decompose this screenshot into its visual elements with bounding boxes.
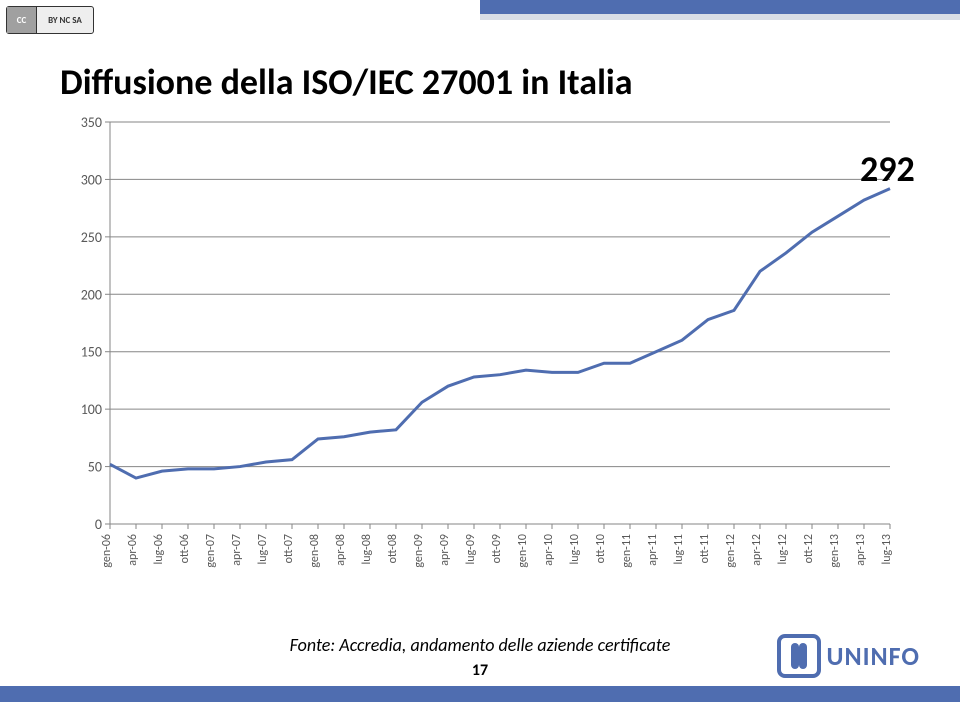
chart-container: 0 50 100 150 200 250 300 350 gen-06 apr-06 lug-06 o…	[60, 114, 900, 594]
line-chart: 0 50 100 150 200 250 300 350 gen-06 apr-06 lug-06 o…	[60, 114, 900, 594]
x-tick-label: gen-12	[724, 534, 738, 568]
x-tick-label: lug-06	[152, 534, 166, 565]
x-tick-label: ott-12	[802, 534, 816, 563]
uninfo-logo: UNINFO	[777, 634, 920, 678]
x-tick-label: ott-10	[594, 534, 608, 563]
y-tick-label: 100	[81, 401, 102, 418]
cc-license-badge: CC BY NC SA	[6, 6, 94, 34]
x-tick-label: ott-08	[386, 534, 400, 563]
x-tick-label: ott-09	[490, 534, 504, 563]
x-tick-label: apr-12	[750, 534, 764, 566]
x-tick-label: gen-13	[828, 534, 842, 568]
page: CC BY NC SA Diffusione della ISO/IEC 270…	[0, 0, 960, 702]
x-tick-label: lug-10	[568, 534, 582, 565]
y-tick-label: 0	[95, 516, 102, 533]
header-accent-bar	[480, 0, 960, 14]
x-tick-label: gen-09	[412, 534, 426, 568]
x-tick-label: gen-06	[100, 534, 114, 568]
uninfo-logo-icon	[777, 634, 821, 678]
y-tick-label: 300	[81, 171, 102, 188]
cc-icon: CC	[7, 7, 37, 33]
x-tick-label: lug-07	[256, 534, 270, 565]
cc-terms: BY NC SA	[37, 15, 93, 26]
y-tick-label: 350	[81, 114, 102, 131]
x-tick-label: ott-11	[698, 534, 712, 563]
page-title: Diffusione della ISO/IEC 27001 in Italia	[60, 60, 900, 104]
x-tick-label: apr-07	[230, 534, 244, 566]
y-tick-label: 50	[88, 459, 102, 476]
x-tick-label: apr-06	[126, 534, 140, 566]
y-tick-label: 200	[81, 286, 102, 303]
x-tick-label: apr-08	[334, 534, 348, 566]
x-tick-label: lug-11	[672, 534, 686, 565]
y-tick-label: 250	[81, 229, 102, 246]
x-tick-label: lug-08	[360, 534, 374, 565]
x-tick-label: apr-10	[542, 534, 556, 566]
x-tick-label: lug-09	[464, 534, 478, 565]
x-tick-label: apr-09	[438, 534, 452, 566]
x-tick-label: gen-08	[308, 534, 322, 568]
y-tick-label: 150	[81, 344, 102, 361]
x-tick-label: apr-11	[646, 534, 660, 566]
footer-accent-bar	[0, 686, 960, 702]
x-tick-label: ott-06	[178, 534, 192, 563]
x-tick-label: ott-07	[282, 534, 296, 563]
x-tick-label: gen-10	[516, 534, 530, 568]
data-series-line	[110, 189, 890, 478]
chart-callout-value: 292	[860, 147, 915, 191]
x-tick-label: lug-12	[776, 534, 790, 565]
x-tick-label: apr-13	[854, 534, 868, 566]
uninfo-logo-text: UNINFO	[827, 640, 920, 672]
x-tick-label: gen-11	[620, 534, 634, 568]
x-tick-label: lug-13	[880, 534, 894, 565]
x-tick-label: gen-07	[204, 534, 218, 568]
header-accent-shadow	[480, 14, 960, 20]
